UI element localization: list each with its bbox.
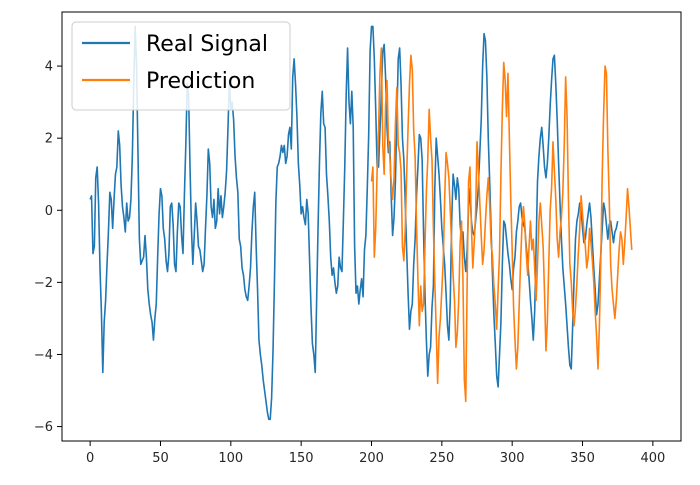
- plot-area: [89, 25, 633, 421]
- legend: Real Signal Prediction: [71, 21, 291, 111]
- y-tick-label: 2: [45, 132, 53, 147]
- y-tick-label: 4: [45, 60, 53, 75]
- x-tick-label: 400: [640, 451, 665, 466]
- series-line-real-signal: [89, 25, 619, 421]
- x-tick-label: 50: [152, 451, 169, 466]
- legend-label-prediction: Prediction: [146, 69, 255, 94]
- x-tick-label: 250: [429, 451, 454, 466]
- x-tick-label: 350: [570, 451, 595, 466]
- series-line-prediction: [370, 47, 633, 403]
- x-tick-label: 200: [359, 451, 384, 466]
- legend-label-real-signal: Real Signal: [146, 32, 268, 57]
- x-tick-label: 100: [218, 451, 243, 466]
- x-tick-label: 0: [86, 451, 94, 466]
- y-tick-label: −6: [34, 420, 53, 435]
- x-tick-label: 300: [500, 451, 525, 466]
- axes: 0 50 100 150 200 250 300 350 400 −6 −4 −2 0 2 4: [34, 11, 682, 466]
- y-tick-label: 0: [45, 204, 53, 219]
- x-tick-label: 150: [289, 451, 314, 466]
- y-tick-label: −4: [34, 348, 53, 363]
- y-tick-label: −2: [34, 276, 53, 291]
